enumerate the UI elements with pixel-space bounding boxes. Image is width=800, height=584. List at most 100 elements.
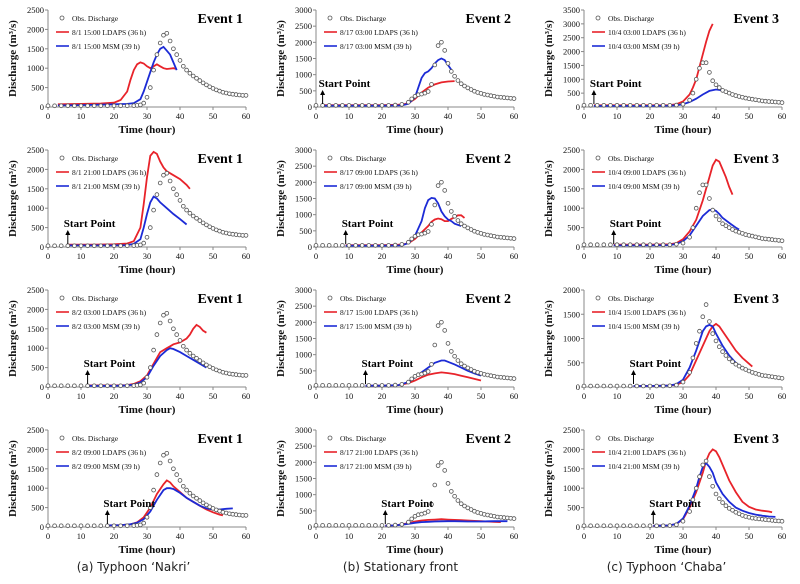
y-tick-label: 500 xyxy=(567,88,580,98)
obs-point xyxy=(707,474,712,479)
legend-ldaps-label: 8/2 03:00 LDAPS (36 h) xyxy=(72,308,147,317)
x-tick-label: 50 xyxy=(209,251,218,261)
y-tick-label: 2500 xyxy=(563,425,580,435)
obs-point xyxy=(78,243,84,249)
y-tick-label: 1000 xyxy=(295,210,312,220)
obs-point xyxy=(452,493,457,499)
y-tick-label: 1000 xyxy=(295,70,312,80)
obs-point xyxy=(462,363,467,369)
obs-point xyxy=(379,383,385,388)
legend-obs-marker xyxy=(59,295,65,301)
obs-point xyxy=(700,314,706,320)
obs-point xyxy=(674,102,679,108)
obs-point xyxy=(346,103,352,108)
legend-ldaps-label: 10/4 21:00 LDAPS (36 h) xyxy=(608,448,686,457)
legend-msm-label: 10/4 21:00 MSM (39 h) xyxy=(608,462,680,471)
y-tick-label: 2500 xyxy=(563,33,580,43)
obs-point xyxy=(167,38,173,44)
obs-point xyxy=(392,102,398,108)
obs-point xyxy=(171,46,176,52)
obs-point xyxy=(720,349,725,354)
obs-point xyxy=(435,183,441,188)
legend-ldaps-label: 8/17 03:00 LDAPS (36 h) xyxy=(340,28,418,37)
obs-point xyxy=(154,192,160,197)
obs-point xyxy=(614,383,620,389)
obs-point xyxy=(124,103,130,109)
obs-point xyxy=(243,373,249,378)
obs-point xyxy=(601,103,607,108)
chart-panel-4: 0 500 1000 1500 2000 2500 0 10 20 30 40 50 60 Time (h… xyxy=(7,145,250,276)
obs-point xyxy=(707,319,712,324)
obs-point xyxy=(164,30,170,36)
obs-point xyxy=(425,89,431,94)
y-tick-label: 1000 xyxy=(295,490,312,500)
start-point-label: Start Point xyxy=(630,358,682,370)
x-axis-title: Time (hour) xyxy=(387,544,444,556)
obs-point xyxy=(187,350,193,356)
obs-point xyxy=(313,523,319,528)
obs-point xyxy=(435,43,441,48)
obs-point xyxy=(425,229,431,234)
chart-panel-11: 0 500 1000 1500 2000 2500 3000 0 10 20 30 40 50 60 Tim… xyxy=(275,425,518,556)
x-tick-label: 10 xyxy=(613,391,622,401)
obs-point xyxy=(340,523,345,528)
legend: Obs. Discharge 10/4 03:00 LDAPS (36 h) 10/… xyxy=(592,14,686,51)
obs-point xyxy=(161,172,166,178)
obs-point xyxy=(197,498,203,503)
y-tick-label: 2000 xyxy=(27,304,44,314)
obs-point xyxy=(726,506,732,511)
obs-point xyxy=(710,483,715,489)
obs-point xyxy=(58,243,64,249)
x-tick-label: 60 xyxy=(510,111,519,121)
y-tick-label: 0 xyxy=(308,102,312,112)
y-tick-label: 2000 xyxy=(295,317,312,327)
x-tick-label: 0 xyxy=(582,531,586,541)
obs-point xyxy=(204,222,209,228)
obs-point xyxy=(190,493,196,499)
y-tick-label: 1500 xyxy=(295,474,312,484)
x-tick-label: 50 xyxy=(477,251,486,261)
x-tick-label: 0 xyxy=(46,531,50,541)
obs-point xyxy=(442,468,448,473)
legend-msm-label: 8/2 09:00 MSM (39 h) xyxy=(72,462,140,471)
x-tick-label: 50 xyxy=(745,251,754,261)
obs-point xyxy=(409,96,415,102)
obs-point xyxy=(154,472,160,477)
obs-point xyxy=(627,523,633,529)
obs-point xyxy=(720,500,725,505)
obs-point xyxy=(72,523,77,529)
y-tick-label: 500 xyxy=(567,503,580,513)
obs-point xyxy=(177,338,183,343)
obs-point xyxy=(439,319,444,325)
obs-point xyxy=(151,67,156,73)
obs-point xyxy=(353,523,358,528)
start-point-label: Start Point xyxy=(342,218,394,230)
obs-point xyxy=(697,190,702,196)
y-tick-label: 0 xyxy=(576,522,580,532)
x-tick-label: 30 xyxy=(143,111,152,121)
obs-point xyxy=(647,103,653,108)
x-tick-label: 60 xyxy=(778,111,787,121)
obs-point xyxy=(693,485,699,491)
obs-point xyxy=(359,523,365,528)
chart-panel-8: 0 500 1000 1500 2000 2500 3000 0 10 20 30 40 50 60 Tim… xyxy=(275,285,518,416)
obs-point xyxy=(680,240,686,246)
y-axis-title: Discharge (m³/s) xyxy=(7,20,19,97)
obs-point xyxy=(716,85,722,90)
y-tick-label: 2000 xyxy=(295,37,312,47)
obs-point xyxy=(432,202,438,208)
start-point-arrow-head xyxy=(591,90,597,95)
start-point-arrow-head xyxy=(382,510,388,515)
y-tick-label: 1500 xyxy=(563,464,580,474)
obs-point xyxy=(313,103,319,108)
legend-ldaps-label: 10/4 15:00 LDAPS (36 h) xyxy=(608,308,686,317)
obs-point xyxy=(177,58,183,63)
obs-point xyxy=(72,383,77,389)
obs-point xyxy=(448,489,454,494)
obs-point xyxy=(627,103,633,108)
start-point-label: Start Point xyxy=(103,498,155,510)
obs-point xyxy=(333,523,339,528)
y-axis-title: Discharge (m³/s) xyxy=(275,440,287,517)
obs-point xyxy=(581,242,587,248)
obs-point xyxy=(399,382,405,387)
